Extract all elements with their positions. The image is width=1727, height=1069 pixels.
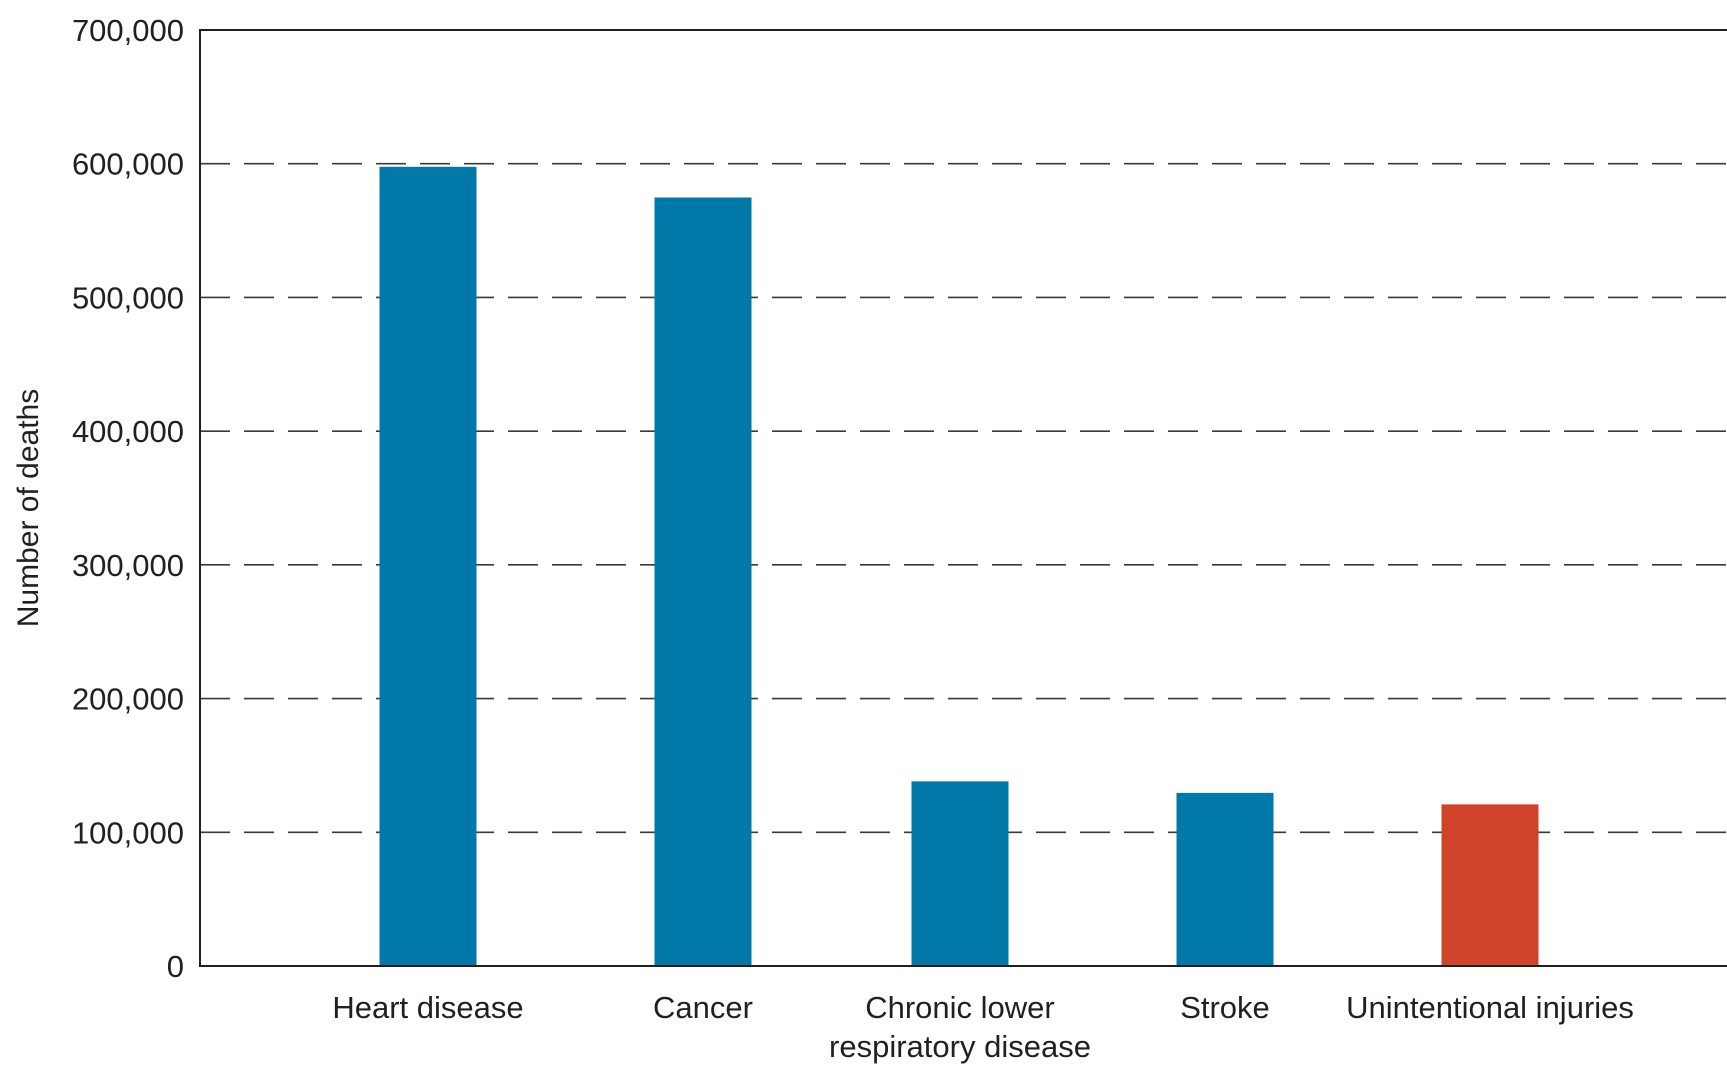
y-tick-label: 300,000 bbox=[72, 548, 184, 583]
x-category-label: Stroke bbox=[1180, 990, 1270, 1025]
y-axis-title: Number of deaths bbox=[12, 389, 45, 627]
x-category-label: Heart disease bbox=[332, 990, 523, 1025]
x-category-label: Unintentional injuries bbox=[1346, 990, 1634, 1025]
y-tick-label: 100,000 bbox=[72, 815, 184, 850]
bar bbox=[1176, 792, 1274, 966]
bar bbox=[654, 197, 752, 966]
x-category-label: Cancer bbox=[653, 990, 753, 1025]
y-axis-ticks: 0 100,000 200,000 300,000 400,000 500,000 600,… bbox=[72, 13, 184, 984]
bar bbox=[911, 781, 1009, 966]
bars bbox=[379, 166, 1539, 966]
y-tick-label: 400,000 bbox=[72, 414, 184, 449]
x-category-label: Chronic lower bbox=[865, 990, 1055, 1025]
y-tick-label: 700,000 bbox=[72, 13, 184, 48]
y-tick-label: 600,000 bbox=[72, 147, 184, 182]
x-category-label: respiratory disease bbox=[829, 1029, 1091, 1064]
x-axis-category-labels: Heart disease Cancer Chronic lower respirat… bbox=[332, 990, 1634, 1064]
y-tick-label: 200,000 bbox=[72, 682, 184, 717]
y-tick-label: 0 bbox=[167, 949, 184, 984]
bar bbox=[1441, 804, 1539, 966]
plot-frame bbox=[199, 29, 1727, 967]
y-tick-label: 500,000 bbox=[72, 280, 184, 315]
bar bbox=[379, 166, 477, 966]
